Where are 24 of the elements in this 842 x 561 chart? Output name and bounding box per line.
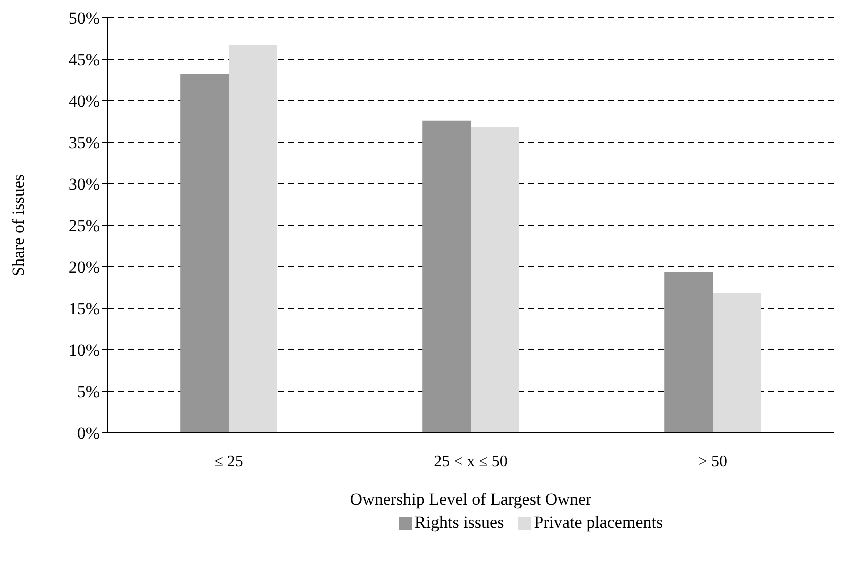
x-tick-label: 25 < x ≤ 50 [434,453,508,470]
y-tick-label: 10% [68,341,100,360]
x-axis-title: Ownership Level of Largest Owner [350,490,592,509]
y-tick-label: 40% [68,92,100,112]
y-tick-label: 25% [68,216,100,236]
bar [180,74,229,433]
legend-label: Private placements [533,513,664,533]
x-tick-label: > 50 [698,453,728,470]
y-tick-label: 45% [68,50,100,70]
bar [664,272,713,433]
y-tick-label: 15% [68,300,100,319]
legend-label: Rights issues [414,513,504,533]
y-axis-title: Share of issues [9,174,28,276]
y-tick-label: 0% [77,424,100,444]
y-tick-label: 35% [68,134,100,153]
y-tick-label: 30% [68,175,100,194]
bar [713,294,762,433]
y-tick-label: 50% [68,9,100,28]
y-tick-label: 5% [77,382,100,402]
bar [422,120,471,433]
x-tick-label: ≤ 25 [214,453,244,470]
bar [229,45,278,433]
bar [471,128,520,433]
y-tick-label: 20% [68,258,100,278]
